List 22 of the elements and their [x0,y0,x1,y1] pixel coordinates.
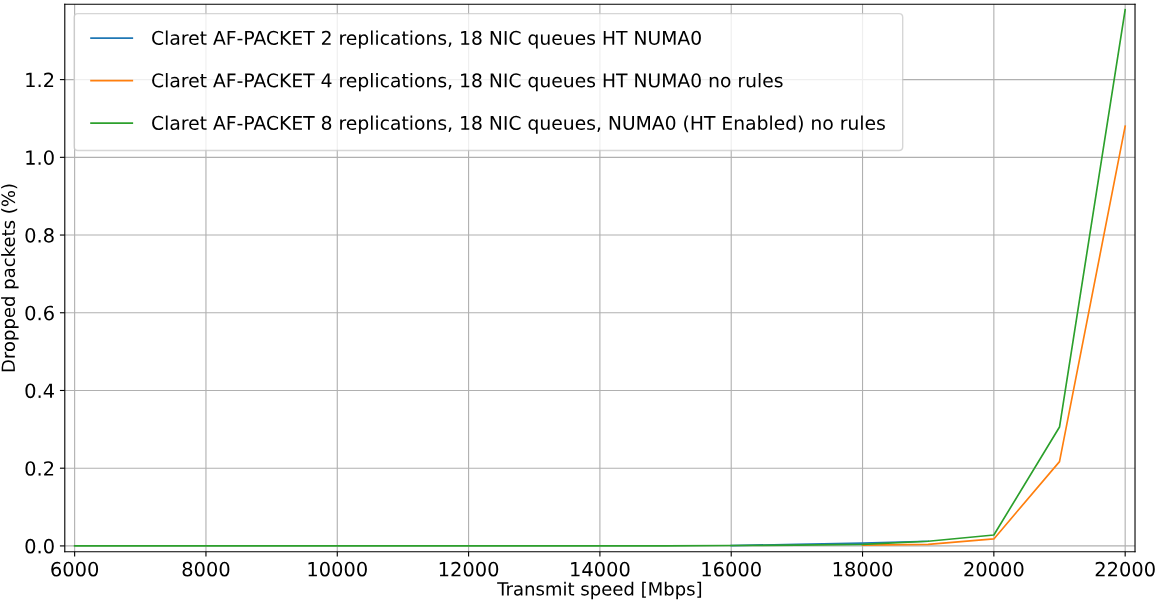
legend-label: Claret AF-PACKET 8 replications, 18 NIC queues, NUMA0 (HT Enabled) no rules [152,115,885,134]
x-tick-label: 18000 [833,561,893,577]
x-tick-label: 8000 [182,561,230,577]
x-axis-title: Transmit speed [Mbps] [497,581,702,600]
x-tick-label: 6000 [51,561,99,577]
x-tick-label: 12000 [439,561,499,577]
y-tick-label: 0.0 [25,538,54,554]
x-tick-label: 14000 [571,561,630,577]
legend-label: Claret AF-PACKET 4 replications, 18 NIC queues HT NUMA0 no rules [152,72,783,92]
y-tick-label: 0.4 [25,383,54,399]
y-tick-label: 0.2 [25,461,54,476]
y-tick-label: 0.8 [25,228,54,243]
x-tick-label: 16000 [702,561,761,577]
y-tick-label: 0.6 [25,305,54,321]
x-tick-label: 10000 [308,561,367,577]
y-axis-title: Dropped packets (%) [1,184,19,372]
x-tick-label: 20000 [964,561,1024,577]
legend-label: Claret AF-PACKET 2 replications, 18 NIC queues HT NUMA0 [152,30,701,49]
y-tick-label: 1.2 [26,72,54,87]
line-series [73,8,1127,547]
x-tick-label: 22000 [1095,561,1155,577]
y-tick-label: 1.0 [26,150,54,165]
